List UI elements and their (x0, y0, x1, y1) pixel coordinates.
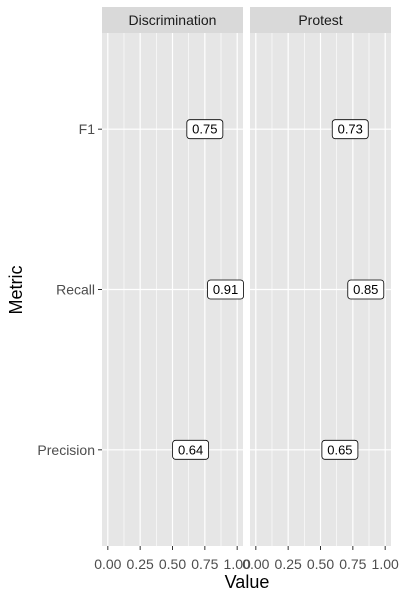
x-tick-label: 0.00 (242, 556, 269, 572)
data-label-box (331, 119, 369, 140)
x-tick-label: 0.00 (94, 556, 121, 572)
data-label: 0.75 (186, 119, 224, 140)
data-label-box (186, 119, 224, 140)
data-label-box (172, 439, 210, 460)
x-tick-label: 0.50 (307, 556, 334, 572)
facet-panel-0: Discrimination 0.75 0.91 0.64 (102, 7, 244, 546)
data-label-text: 0.91 (213, 282, 238, 297)
data-label-text: 0.64 (178, 442, 203, 457)
data-label: 0.73 (331, 119, 369, 140)
x-tick-label: 1.00 (372, 556, 399, 572)
facet-strip-label: Protest (298, 12, 342, 28)
axes-layer: 0.00 0.25 0.50 0.75 1.000.00 0.25 0.50 0.75 1.00… (37, 121, 399, 572)
x-tick-label: 1.00 (224, 556, 251, 572)
x-tick-label: 0.75 (339, 556, 366, 572)
data-label: 0.85 (347, 279, 385, 300)
x-tick-label: 0.75 (191, 556, 218, 572)
data-label: 0.64 (172, 439, 210, 460)
facet-strip (102, 7, 243, 33)
data-label: 0.65 (321, 439, 359, 460)
data-label-box (347, 279, 385, 300)
data-label-text: 0.85 (353, 282, 378, 297)
y-axis-title: Metric (6, 266, 26, 315)
facet-strip-label: Discrimination (129, 12, 217, 28)
y-tick-label: Recall (56, 282, 95, 298)
x-axis-title: Value (225, 572, 270, 592)
x-tick-label: 0.25 (127, 556, 154, 572)
data-label-box (207, 279, 244, 300)
panels-layer: Discrimination 0.75 0.91 0.64 Protest 0.73 0.8… (102, 7, 391, 546)
data-label-text: 0.65 (327, 442, 352, 457)
data-label-text: 0.75 (192, 122, 217, 137)
y-tick-label: Precision (37, 442, 95, 458)
x-tick-label: 0.25 (275, 556, 302, 572)
data-label: 0.91 (207, 279, 244, 300)
y-tick-label: F1 (79, 121, 96, 137)
data-label-text: 0.73 (338, 122, 363, 137)
x-tick-label: 0.50 (159, 556, 186, 572)
facet-panel-1: Protest 0.73 0.85 0.65 (250, 7, 391, 546)
data-label-box (321, 439, 359, 460)
facet-strip (250, 7, 391, 33)
